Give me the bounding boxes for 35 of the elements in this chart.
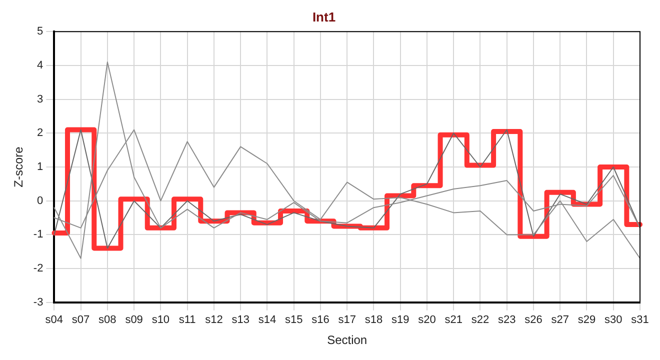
x-tick-label: s10 <box>152 314 170 326</box>
x-tick-label: s23 <box>498 314 516 326</box>
x-tick-label: s07 <box>72 314 90 326</box>
x-tick-label: s11 <box>178 314 196 326</box>
x-tick-label: s29 <box>578 314 596 326</box>
x-tick-label: s31 <box>631 314 649 326</box>
x-tick-label: s27 <box>551 314 569 326</box>
x-tick-label: s09 <box>125 314 143 326</box>
x-tick-label: s13 <box>232 314 250 326</box>
x-tick-label: s19 <box>391 314 410 326</box>
chart-title: Int1 <box>312 9 336 24</box>
x-tick-label: s15 <box>284 314 303 326</box>
x-tick-label: s18 <box>364 314 383 326</box>
y-tick-label: 3 <box>37 93 44 106</box>
y-tick-label: -2 <box>33 262 44 275</box>
x-tick-label: s12 <box>205 314 223 326</box>
x-tick-label: s08 <box>98 314 116 326</box>
x-tick-label: s22 <box>471 314 490 326</box>
y-tick-label: 4 <box>37 59 44 72</box>
y-tick-label: 1 <box>37 161 44 174</box>
x-tick-label: s14 <box>258 314 276 326</box>
x-tick-label: s21 <box>444 314 462 326</box>
x-tick-label: s26 <box>524 314 542 326</box>
x-axis-title: Section <box>327 333 368 348</box>
y-tick-label: 2 <box>37 127 44 140</box>
x-tick-label: s30 <box>604 314 622 326</box>
x-tick-label: s16 <box>312 314 330 326</box>
y-tick-label: -1 <box>33 228 44 241</box>
x-tick-label: s04 <box>45 314 64 326</box>
x-tick-label: s20 <box>418 314 436 326</box>
y-tick-label: 0 <box>37 194 44 207</box>
y-tick-label: -3 <box>33 296 44 308</box>
y-axis-title: Z-score <box>12 146 26 188</box>
y-tick-label: 5 <box>37 26 44 38</box>
x-tick-label: s17 <box>338 314 356 326</box>
